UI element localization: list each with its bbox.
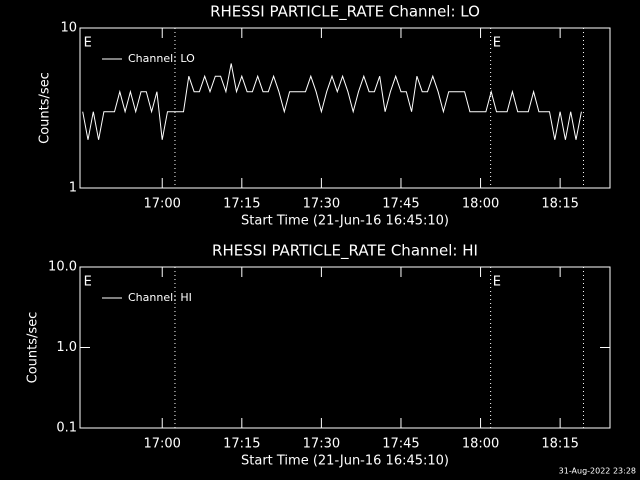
event-label: E [84, 36, 92, 51]
x-tick-label: 18:15 [541, 197, 578, 212]
chart-title: RHESSI PARTICLE_RATE Channel: HI [212, 242, 478, 261]
x-tick-label: 17:00 [143, 437, 180, 452]
x-tick-label: 18:15 [541, 437, 578, 452]
y-tick-label: 0.1 [56, 421, 77, 436]
footer: 31-Aug-2022 23:28 [559, 467, 636, 476]
x-axis-label: Start Time (21-Jun-16 16:45:10) [241, 454, 449, 469]
x-tick-label: 17:45 [382, 197, 419, 212]
x-tick-label: 17:15 [223, 437, 260, 452]
y-tick-label: 10 [60, 21, 77, 36]
chart-title: RHESSI PARTICLE_RATE Channel: LO [210, 3, 480, 22]
x-tick-label: 18:00 [462, 197, 499, 212]
event-label: E [493, 275, 501, 290]
x-axis-label: Start Time (21-Jun-16 16:45:10) [241, 214, 449, 229]
y-axis-label: Counts/sec [38, 72, 53, 144]
y-tick-label: 1.0 [56, 340, 77, 355]
x-tick-label: 17:30 [303, 197, 340, 212]
y-tick-label: 1 [69, 181, 77, 196]
plot-frame [79, 27, 611, 189]
x-tick-label: 17:15 [223, 197, 260, 212]
legend-label: Channel: LO [128, 52, 195, 65]
x-tick-label: 17:00 [143, 197, 180, 212]
event-label: E [84, 275, 92, 290]
y-tick-label: 10.0 [48, 260, 77, 275]
x-tick-label: 17:45 [382, 437, 419, 452]
x-tick-label: 18:00 [462, 437, 499, 452]
legend-label: Channel: HI [128, 291, 192, 304]
x-tick-label: 17:30 [303, 437, 340, 452]
event-label: E [493, 36, 501, 51]
data-line [82, 63, 582, 140]
y-axis-label: Counts/sec [26, 312, 41, 384]
